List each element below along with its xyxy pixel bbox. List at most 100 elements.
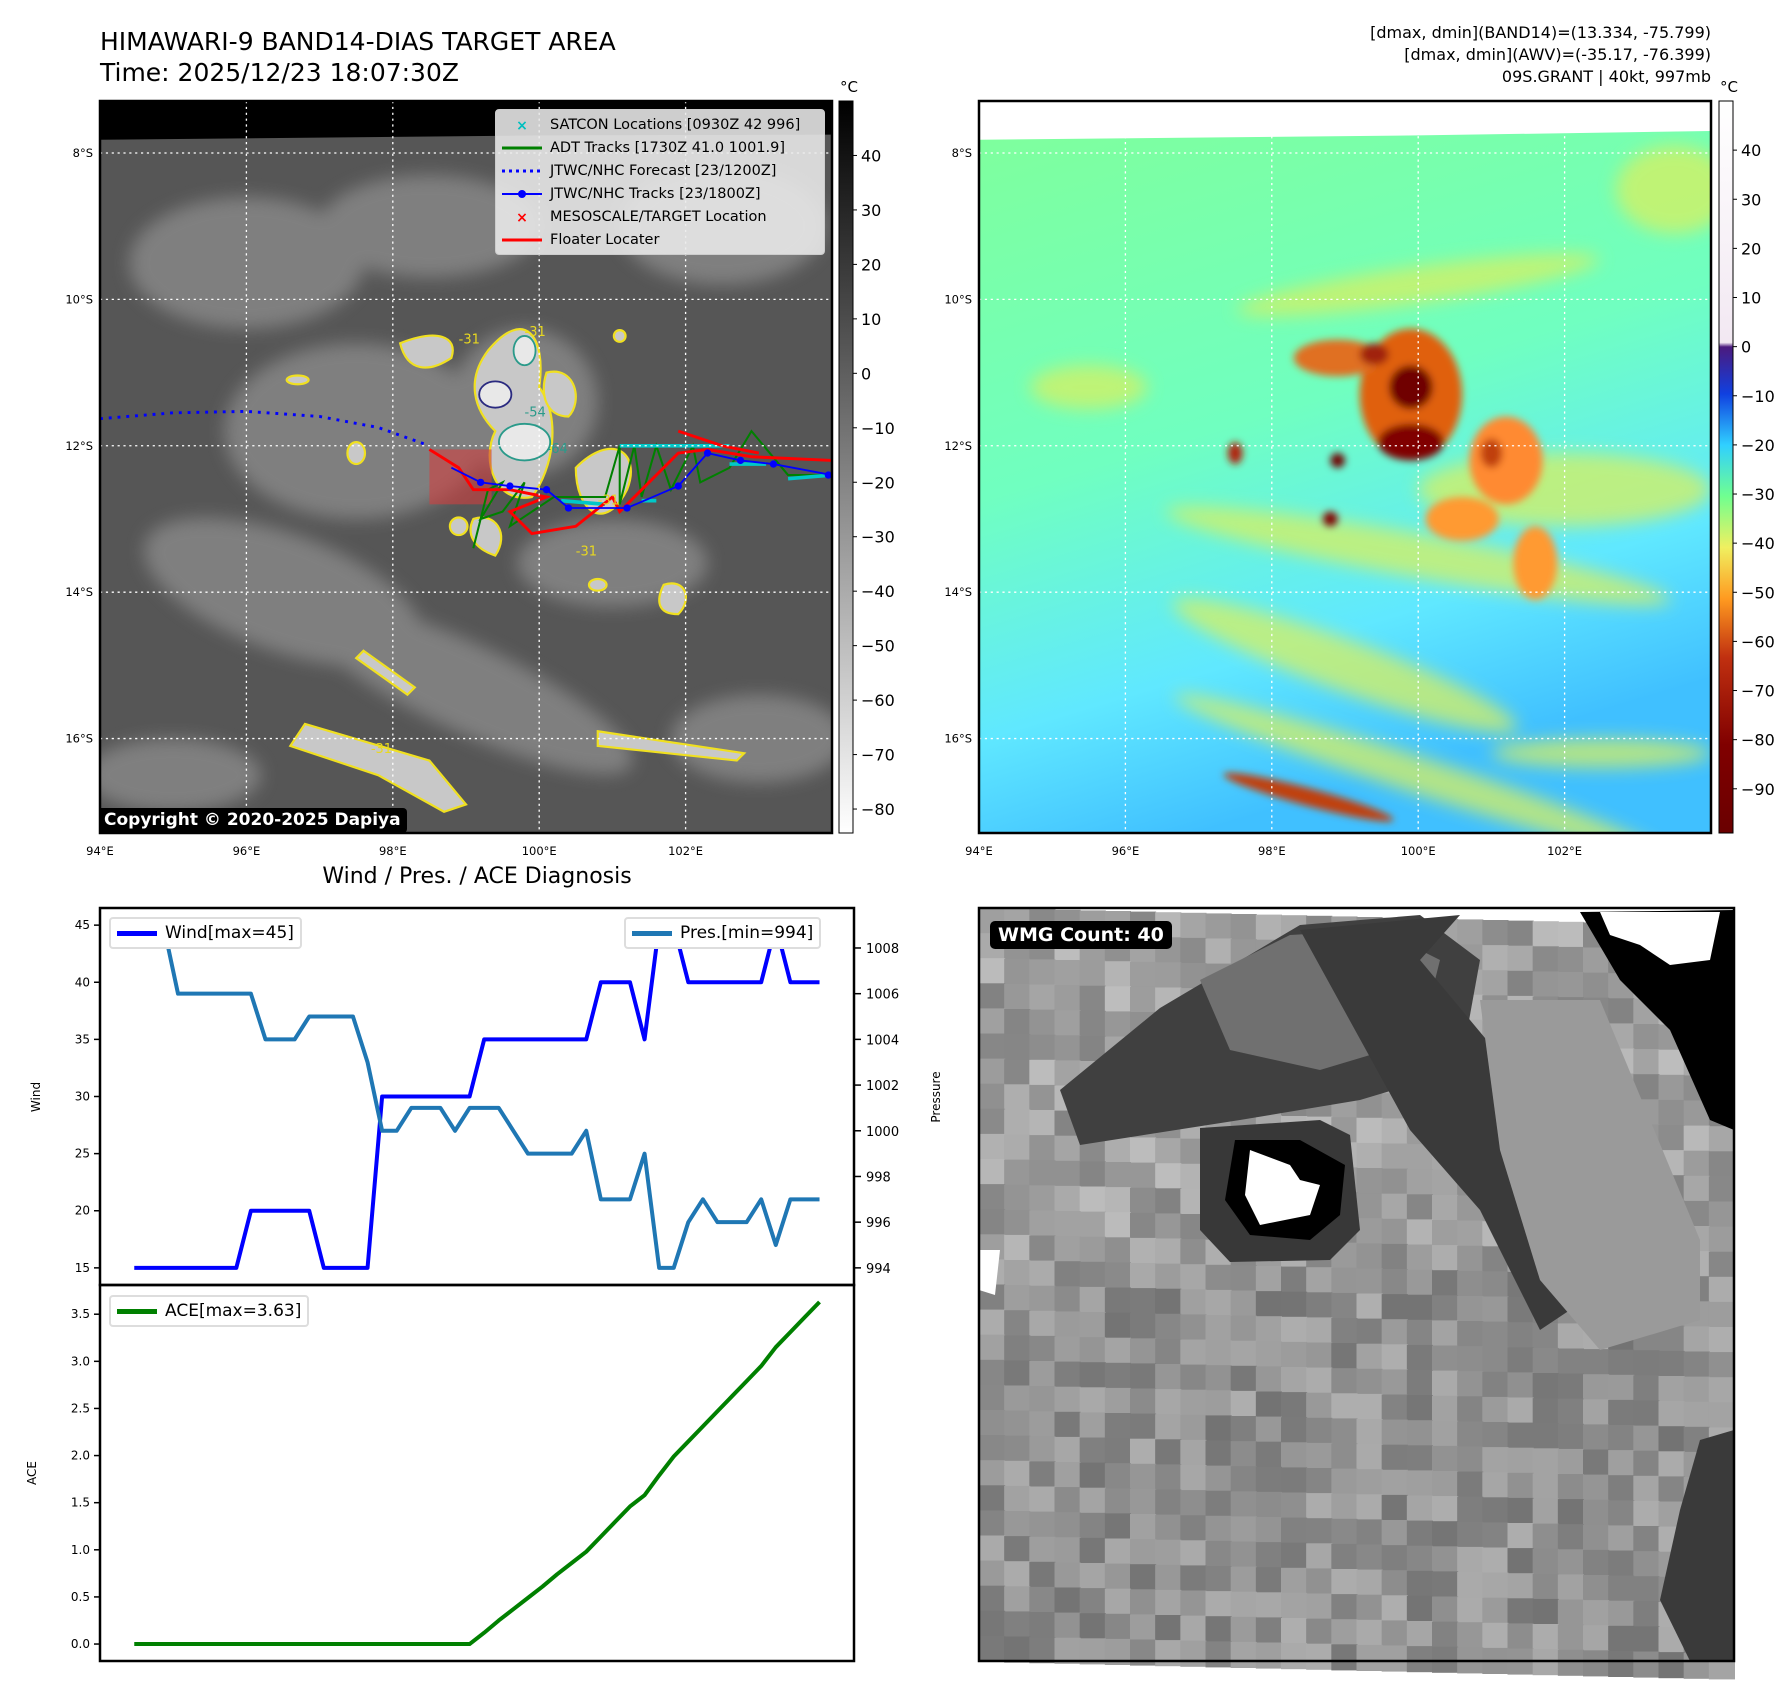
wmg-pixel [1557,1524,1584,1551]
wmg-pixel [1557,972,1584,999]
colorbar-tick-label: −20 [861,473,895,492]
pressure-swatch-icon [632,930,672,936]
wmg-pixel [1230,1641,1257,1668]
wmg-pixel [1432,1194,1459,1221]
wmg-pixel [1406,1219,1433,1246]
ace-tick-label: 2.5 [71,1401,90,1415]
wmg-pixel [1381,1319,1408,1346]
wmg-pixel [1230,1566,1257,1593]
wmg-pixel [1130,1338,1157,1365]
wmg-pixel [1331,1368,1358,1395]
colorbar-tick-label: 20 [861,255,881,274]
wmg-pixel [1356,1343,1383,1370]
left-colorbar [838,100,854,834]
lon-tick-label: 94°E [86,844,114,858]
wmg-pixel [1180,937,1207,964]
wmg-pixel [1432,1320,1459,1347]
wmg-pixel [1054,1587,1081,1614]
wmg-pixel [1532,1448,1559,1475]
wmg-pixel [1583,972,1610,999]
diagnosis-chart-title: Wind / Pres. / ACE Diagnosis [322,864,632,889]
legend-item-jtwc-forecast: JTWC/NHC Forecast [23/1200Z] [496,159,824,182]
colorbar-tick-label: −50 [1741,583,1775,602]
lat-tick-label: 14°S [944,585,972,599]
wmg-pixel [1029,1260,1056,1287]
wmg-pixel [1708,1251,1735,1278]
colorbar-tick-label: −70 [1741,682,1775,701]
wmg-pixel [1155,1589,1182,1616]
wmg-pixel [1658,1476,1685,1503]
wmg-image[interactable] [979,908,1735,1680]
wmg-pixel [1054,1386,1081,1413]
wmg-pixel [1029,1160,1056,1187]
wmg-pixel [1633,1450,1660,1477]
wmg-pixel [1079,985,1106,1012]
wmg-pixel [1507,1548,1534,1575]
wmg-pixel [1507,920,1534,947]
wmg-pixel [1406,1344,1433,1371]
legend-label: ADT Tracks [1730Z 41.0 1001.9] [550,139,786,156]
wmg-pixel [1406,1495,1433,1522]
wmg-pixel [1381,1168,1408,1195]
wmg-pixel [1230,1491,1257,1518]
wmg-pixel [1029,1486,1056,1513]
wmg-pixel [1306,1643,1333,1670]
wmg-pixel [1381,1620,1408,1647]
pressure-tick-label: 1004 [866,1033,899,1048]
wmg-pixel [1557,1448,1584,1475]
ir-map-frame [98,99,834,835]
wmg-pixel [1004,1511,1031,1538]
wmg-pixel [979,1108,1006,1135]
wmg-pixel [1230,1390,1257,1417]
wmg-pixel [1532,1398,1559,1425]
wmg-pixel [1054,1462,1081,1489]
wmg-pixel [1054,1160,1081,1187]
awv-map-panel[interactable] [978,100,1733,872]
wmg-pixel [1180,1414,1207,1441]
wmg-pixel [1306,1317,1333,1344]
wmg-pixel [1683,1351,1710,1378]
wmg-pixel [1658,1451,1685,1478]
wmg-pixel [1104,1237,1131,1264]
wind-tick-label: 40 [75,975,90,989]
wmg-pixel [1482,1296,1509,1323]
wind-pressure-plot-frame [98,906,856,1287]
wind-tick-label: 20 [75,1204,90,1218]
wmg-pixel [1432,1571,1459,1598]
wmg-pixel [1054,1035,1081,1062]
wmg-pixel [1381,1469,1408,1496]
wmg-pixel [1608,1374,1635,1401]
wmg-pixel [1029,1110,1056,1137]
right-colorbar [1718,100,1734,834]
wmg-pixel [1306,1468,1333,1495]
wmg-pixel [1406,1244,1433,1271]
wmg-pixel [1507,1523,1534,1550]
deep-convection-contours [478,335,552,462]
wmg-pixel [1381,1595,1408,1622]
wmg-pixel [1381,1344,1408,1371]
wmg-pixel [1230,1416,1257,1443]
wmg-pixel [1230,1340,1257,1367]
wmg-pixel [1532,1347,1559,1374]
wmg-pixel [1532,1373,1559,1400]
colorbar-tick-label: 40 [1741,141,1761,160]
lon-tick-label: 102°E [1547,844,1582,858]
pressure-legend-label: Pres.[min=994] [680,923,814,943]
wmg-pixel [1507,970,1534,997]
wmg-pixel [1608,1450,1635,1477]
wmg-pixel [1104,1613,1131,1640]
ace-plot-frame [98,1283,856,1663]
wmg-pixel [1406,1470,1433,1497]
wmg-pixel [1205,1465,1232,1492]
wmg-pixel [1230,1541,1257,1568]
red-x-marker-icon: × [516,210,528,225]
wmg-pixel [1658,1099,1685,1126]
wmg-pixel [1583,1575,1610,1602]
wmg-pixel [1029,1059,1056,1086]
wmg-pixel [1406,1520,1433,1547]
wmg-pixel [1029,1235,1056,1262]
wmg-pixel [1331,1518,1358,1545]
contour-label: -31 [525,325,546,340]
wmg-pixel [1079,1462,1106,1489]
wind-legend-label: Wind[max=45] [165,923,294,943]
